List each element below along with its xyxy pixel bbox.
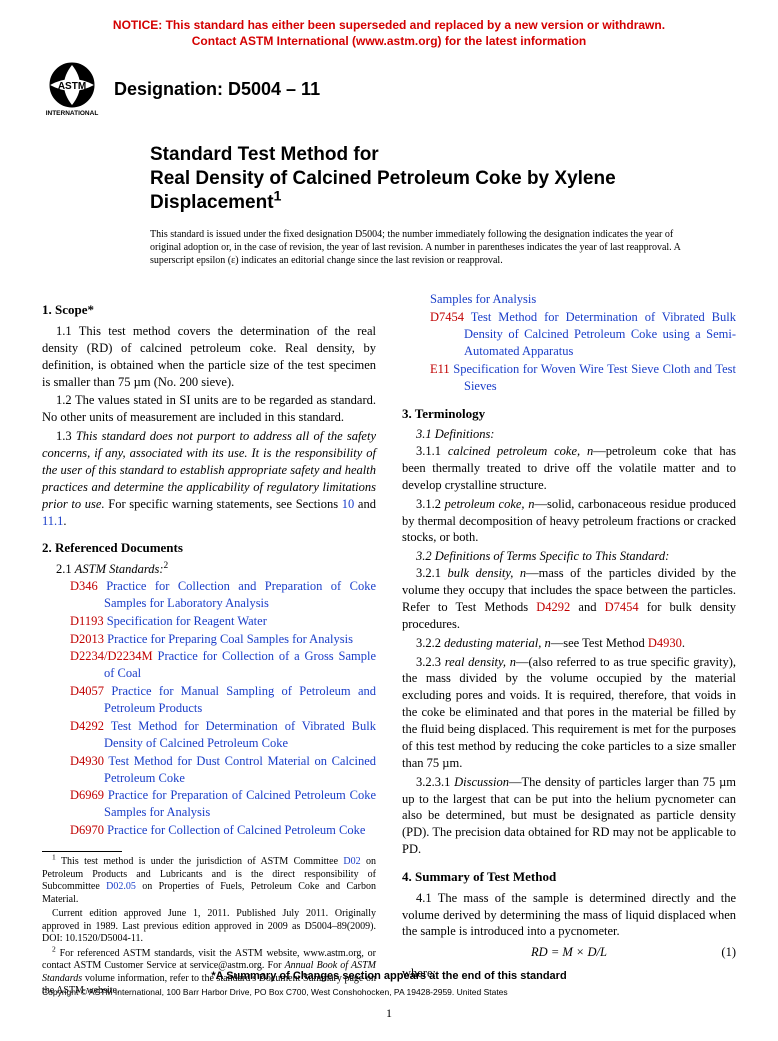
ref-d4930: D4930 Test Method for Dust Control Mater…	[70, 753, 376, 787]
ref-d7454: D7454 Test Method for Determination of V…	[430, 309, 736, 360]
footnote-d02-link[interactable]: D02	[343, 856, 360, 867]
right-column: Samples for Analysis D7454 Test Method f…	[402, 291, 736, 999]
ref-d6969: D6969 Practice for Preparation of Calcin…	[70, 787, 376, 821]
section-11-1-link[interactable]: 11.1	[42, 514, 63, 528]
svg-text:ASTM: ASTM	[58, 81, 86, 92]
ref-d6970: D6970 Practice for Collection of Calcine…	[70, 822, 376, 839]
para-1-2: 1.2 The values stated in SI units are to…	[42, 392, 376, 426]
notice-banner: NOTICE: This standard has either been su…	[42, 18, 736, 49]
left-column: 1. Scope* 1.1 This test method covers th…	[42, 291, 376, 999]
para-3-2-2: 3.2.2 dedusting material, n—see Test Met…	[402, 635, 736, 652]
d4930-link[interactable]: D4930	[648, 636, 682, 650]
terminology-heading: 3. Terminology	[402, 405, 736, 423]
copyright-text: Copyright © ASTM International, 100 Barr…	[42, 987, 736, 998]
para-4-1: 4.1 The mass of the sample is determined…	[402, 890, 736, 941]
ref-d346: D346 Practice for Collection and Prepara…	[70, 578, 376, 612]
designation-text: Designation: D5004 – 11	[114, 77, 320, 101]
reference-list-right: Samples for Analysis D7454 Test Method f…	[416, 291, 736, 394]
para-1-3: 1.3 This standard does not purport to ad…	[42, 428, 376, 529]
footnote-1: 1 This test method is under the jurisdic…	[42, 856, 376, 906]
d7454-link[interactable]: D7454	[605, 600, 639, 614]
header-row: ASTM INTERNATIONAL Designation: D5004 – …	[42, 59, 736, 119]
para-1-1: 1.1 This test method covers the determin…	[42, 323, 376, 391]
para-3-2-3: 3.2.3 real density, n—(also referred to …	[402, 654, 736, 772]
reference-list-left: D346 Practice for Collection and Prepara…	[56, 578, 376, 839]
para-3-1-2: 3.1.2 petroleum coke, n—solid, carbonace…	[402, 496, 736, 547]
document-page: NOTICE: This standard has either been su…	[0, 0, 778, 1041]
page-number: 1	[42, 1005, 736, 1021]
title-block: Standard Test Method for Real Density of…	[150, 143, 696, 214]
two-column-body: 1. Scope* 1.1 This test method covers th…	[42, 291, 736, 999]
equation-text: RD = M × D/L	[531, 945, 607, 959]
summary-heading: 4. Summary of Test Method	[402, 868, 736, 886]
section-10-link[interactable]: 10	[342, 497, 355, 511]
astm-standards-sub: 2.1 ASTM Standards:2	[42, 561, 376, 578]
page-footer: *A Summary of Changes section appears at…	[42, 969, 736, 1022]
equation-number: (1)	[721, 944, 736, 961]
definitions-sub: 3.1 Definitions:	[402, 426, 736, 443]
svg-text:INTERNATIONAL: INTERNATIONAL	[46, 110, 99, 117]
footnote-d0205-link[interactable]: D02.05	[106, 881, 136, 892]
definitions-specific-sub: 3.2 Definitions of Terms Specific to Thi…	[402, 548, 736, 565]
equation-1: RD = M × D/L (1)	[402, 944, 736, 961]
ref-cont: Samples for Analysis	[430, 291, 736, 308]
para-3-2-1: 3.2.1 bulk density, n—mass of the partic…	[402, 565, 736, 633]
astm-logo: ASTM INTERNATIONAL	[42, 59, 102, 119]
d4292-link[interactable]: D4292	[536, 600, 570, 614]
summary-of-changes-note: *A Summary of Changes section appears at…	[42, 969, 736, 984]
notice-line2: Contact ASTM International (www.astm.org…	[192, 34, 586, 48]
footnote-1b: Current edition approved June 1, 2011. P…	[42, 908, 376, 946]
scope-heading: 1. Scope*	[42, 301, 376, 319]
para-3-1-1: 3.1.1 calcined petroleum coke, n—petrole…	[402, 443, 736, 494]
title-sup: 1	[274, 188, 282, 204]
ref-d4292: D4292 Test Method for Determination of V…	[70, 718, 376, 752]
issued-note: This standard is issued under the fixed …	[150, 228, 696, 267]
title-line2: Real Density of Calcined Petroleum Coke …	[150, 168, 616, 213]
referenced-docs-heading: 2. Referenced Documents	[42, 539, 376, 557]
ref-d1193: D1193 Specification for Reagent Water	[70, 613, 376, 630]
ref-d4057: D4057 Practice for Manual Sampling of Pe…	[70, 683, 376, 717]
title-line1: Standard Test Method for	[150, 144, 379, 165]
para-3-2-3-1: 3.2.3.1 Discussion—The density of partic…	[402, 774, 736, 858]
notice-line1: NOTICE: This standard has either been su…	[113, 18, 665, 32]
standard-title: Standard Test Method for Real Density of…	[150, 143, 696, 214]
ref-e11: E11 Specification for Woven Wire Test Si…	[430, 361, 736, 395]
ref-d2013: D2013 Practice for Preparing Coal Sample…	[70, 631, 376, 648]
ref-d2234: D2234/D2234M Practice for Collection of …	[70, 648, 376, 682]
